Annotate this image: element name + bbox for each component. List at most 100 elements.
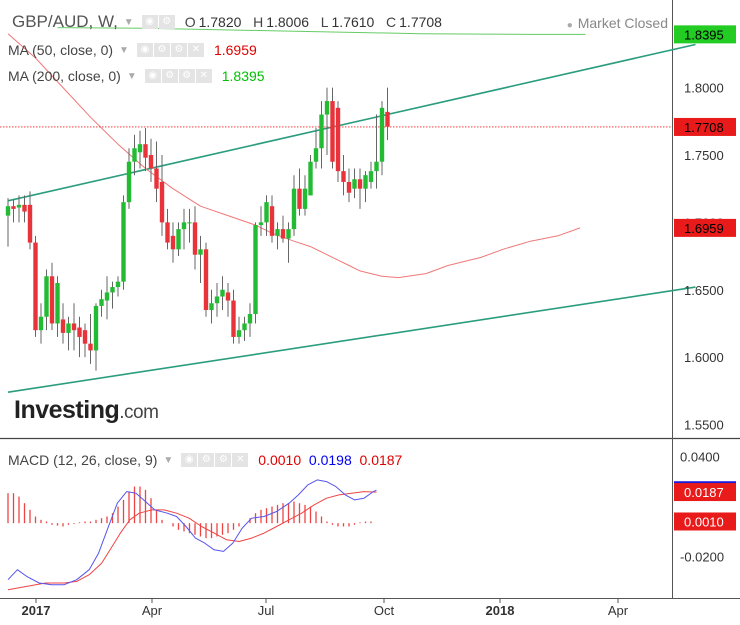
- chevron-down-icon[interactable]: ▼: [119, 44, 129, 56]
- candle-body: [368, 171, 374, 182]
- eye-icon[interactable]: ◉: [136, 43, 153, 57]
- candle-body: [11, 206, 16, 209]
- high-label: H: [253, 14, 264, 30]
- candle-body: [269, 206, 275, 236]
- channel-lower-line: [7, 286, 696, 393]
- time-tick-label: Oct: [374, 603, 395, 618]
- gear-icon[interactable]: ⚙: [158, 15, 175, 29]
- price-tag-bg: [674, 218, 736, 237]
- ma200-tools: ◉ ⚙ ⚙ ✕: [144, 69, 212, 83]
- ohlc-readout: O 1.7820 H 1.8006 L 1.7610 C 1.7708: [185, 14, 442, 30]
- candle-body: [16, 204, 22, 208]
- time-tick-label: 2018: [486, 603, 515, 618]
- candle-body: [154, 168, 159, 189]
- macd-tag-bg: [674, 512, 736, 531]
- candle-body: [324, 101, 330, 115]
- close-icon[interactable]: ✕: [187, 43, 204, 57]
- candle-body: [330, 101, 335, 162]
- candle-body: [22, 204, 27, 212]
- candle-body: [335, 107, 341, 172]
- macd-label[interactable]: MACD (12, 26, close, 9): [8, 452, 158, 468]
- candle-body: [275, 229, 280, 236]
- time-tick-label: Jul: [258, 603, 275, 618]
- close-icon[interactable]: ✕: [232, 453, 249, 467]
- ma50-legend: MA (50, close, 0) ▼ ◉ ⚙ ⚙ ✕ 1.6959: [8, 42, 257, 58]
- close-value: 1.7708: [399, 14, 442, 30]
- candle-body: [33, 242, 38, 331]
- gear-icon[interactable]: ⚙: [178, 69, 195, 83]
- eye-icon[interactable]: ◉: [144, 69, 161, 83]
- candle-body: [319, 114, 324, 149]
- eye-icon[interactable]: ◉: [141, 15, 158, 29]
- candle-body: [209, 303, 214, 310]
- close-icon[interactable]: ✕: [195, 69, 212, 83]
- candle-body: [253, 225, 258, 315]
- candle-body: [313, 148, 319, 162]
- gear-icon[interactable]: ⚙: [161, 69, 178, 83]
- ma50-label[interactable]: MA (50, close, 0): [8, 42, 114, 58]
- price-tag-label: 1.8395: [684, 27, 724, 42]
- symbol-tools: ◉ ⚙: [141, 15, 175, 29]
- candle-body: [66, 323, 71, 333]
- candle-body: [181, 222, 187, 230]
- low-label: L: [320, 14, 329, 30]
- price-tick-label: 1.5500: [684, 418, 724, 433]
- symbol-label[interactable]: GBP/AUD, W,: [12, 12, 118, 31]
- gear-icon[interactable]: ⚙: [198, 453, 215, 467]
- channel-upper-line: [7, 43, 696, 202]
- candle-body: [242, 323, 247, 331]
- candle-body: [352, 179, 357, 189]
- chevron-down-icon[interactable]: ▼: [163, 454, 174, 466]
- ma50-tools: ◉ ⚙ ⚙ ✕: [136, 43, 204, 57]
- candle-body: [104, 292, 110, 301]
- macd-signal-line: [7, 491, 377, 591]
- price-tag-bg: [674, 25, 736, 44]
- candle-body: [143, 144, 148, 158]
- candle-body: [341, 171, 346, 182]
- candle-body: [110, 287, 115, 293]
- time-tick-label: Apr: [608, 603, 629, 618]
- candle-body: [88, 343, 93, 351]
- ma50-value: 1.6959: [213, 42, 257, 58]
- investing-logo: Investing.com: [14, 396, 159, 425]
- candle-body: [192, 222, 198, 255]
- chevron-down-icon[interactable]: ▼: [126, 70, 137, 82]
- status-dot-icon: ●: [566, 20, 573, 31]
- candle-body: [220, 289, 225, 297]
- open-value: 1.7820: [198, 14, 242, 30]
- candle-body: [126, 161, 132, 203]
- candle-body: [38, 316, 44, 331]
- gear-icon[interactable]: ⚙: [215, 453, 232, 467]
- candle-body: [214, 296, 220, 304]
- candle-body: [176, 229, 181, 250]
- gear-icon[interactable]: ⚙: [153, 43, 170, 57]
- candle-body: [49, 276, 55, 324]
- candle-body: [346, 181, 352, 193]
- candle-body: [308, 161, 313, 196]
- candle-body: [291, 188, 297, 230]
- candle-body: [93, 305, 99, 351]
- candle-body: [77, 327, 82, 337]
- gear-icon[interactable]: ⚙: [170, 43, 187, 57]
- ma200-legend: MA (200, close, 0) ▼ ◉ ⚙ ⚙ ✕ 1.8395: [8, 68, 265, 84]
- high-value: 1.8006: [266, 14, 310, 30]
- candle-body: [27, 204, 33, 243]
- chevron-down-icon[interactable]: ▼: [123, 16, 134, 28]
- ma200-value: 1.8395: [221, 68, 265, 84]
- price-tick-label: 1.6500: [684, 283, 724, 298]
- macd-tick-label: -0.0200: [680, 549, 724, 564]
- ma200-label[interactable]: MA (200, close, 0): [8, 68, 121, 84]
- symbol-header: GBP/AUD, W, ▼ ◉ ⚙ O 1.7820 H 1.8006 L 1.761…: [12, 12, 442, 32]
- time-tick-label: 2017: [22, 603, 51, 618]
- eye-icon[interactable]: ◉: [181, 453, 198, 467]
- price-tag-label: 1.7708: [684, 120, 724, 135]
- macd-line: [7, 479, 377, 586]
- candle-body: [121, 202, 126, 282]
- macd-hist-value: 0.0010: [258, 452, 302, 468]
- candle-body: [258, 222, 264, 226]
- macd-tag-label: 0.0010: [684, 514, 724, 529]
- candle-body: [5, 206, 11, 216]
- candle-body: [82, 330, 88, 344]
- logo-main: Investing: [14, 396, 120, 424]
